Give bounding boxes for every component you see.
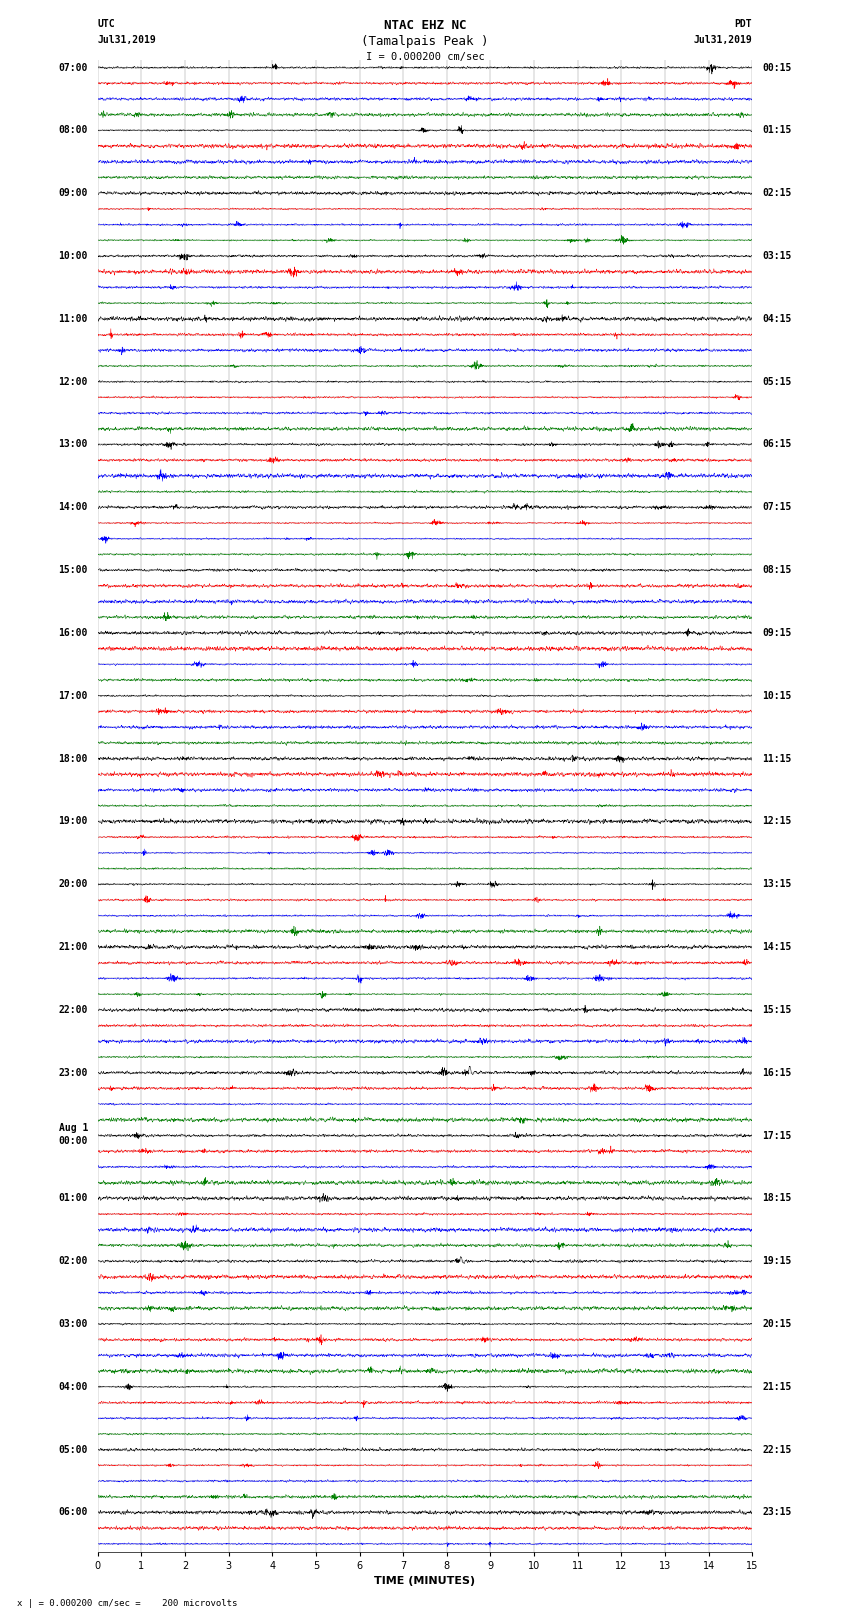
Text: 00:15: 00:15: [762, 63, 791, 73]
Text: 11:00: 11:00: [59, 315, 88, 324]
Text: 05:00: 05:00: [59, 1445, 88, 1455]
X-axis label: TIME (MINUTES): TIME (MINUTES): [375, 1576, 475, 1586]
Text: 06:15: 06:15: [762, 439, 791, 450]
Text: x | = 0.000200 cm/sec =    200 microvolts: x | = 0.000200 cm/sec = 200 microvolts: [17, 1598, 237, 1608]
Text: 22:00: 22:00: [59, 1005, 88, 1015]
Text: 19:00: 19:00: [59, 816, 88, 826]
Text: Jul31,2019: Jul31,2019: [98, 35, 156, 45]
Text: 08:15: 08:15: [762, 565, 791, 576]
Text: 17:00: 17:00: [59, 690, 88, 700]
Text: 21:15: 21:15: [762, 1382, 791, 1392]
Text: 16:15: 16:15: [762, 1068, 791, 1077]
Text: Aug 1: Aug 1: [59, 1123, 88, 1134]
Text: 20:00: 20:00: [59, 879, 88, 889]
Text: 23:00: 23:00: [59, 1068, 88, 1077]
Text: 05:15: 05:15: [762, 377, 791, 387]
Text: 09:15: 09:15: [762, 627, 791, 637]
Text: 11:15: 11:15: [762, 753, 791, 763]
Text: 06:00: 06:00: [59, 1508, 88, 1518]
Text: 13:15: 13:15: [762, 879, 791, 889]
Text: 12:15: 12:15: [762, 816, 791, 826]
Text: 07:00: 07:00: [59, 63, 88, 73]
Text: 01:15: 01:15: [762, 126, 791, 135]
Text: 01:00: 01:00: [59, 1194, 88, 1203]
Text: 16:00: 16:00: [59, 627, 88, 637]
Text: 23:15: 23:15: [762, 1508, 791, 1518]
Text: 10:00: 10:00: [59, 252, 88, 261]
Text: PDT: PDT: [734, 19, 752, 29]
Text: 18:00: 18:00: [59, 753, 88, 763]
Text: 21:00: 21:00: [59, 942, 88, 952]
Text: 14:15: 14:15: [762, 942, 791, 952]
Text: 22:15: 22:15: [762, 1445, 791, 1455]
Text: 18:15: 18:15: [762, 1194, 791, 1203]
Text: (Tamalpais Peak ): (Tamalpais Peak ): [361, 35, 489, 48]
Text: 03:15: 03:15: [762, 252, 791, 261]
Text: 12:00: 12:00: [59, 377, 88, 387]
Text: 09:00: 09:00: [59, 189, 88, 198]
Text: 02:00: 02:00: [59, 1257, 88, 1266]
Text: 20:15: 20:15: [762, 1319, 791, 1329]
Text: 03:00: 03:00: [59, 1319, 88, 1329]
Text: 19:15: 19:15: [762, 1257, 791, 1266]
Text: I = 0.000200 cm/sec: I = 0.000200 cm/sec: [366, 52, 484, 61]
Text: 15:00: 15:00: [59, 565, 88, 576]
Text: 08:00: 08:00: [59, 126, 88, 135]
Text: Jul31,2019: Jul31,2019: [694, 35, 752, 45]
Text: 04:15: 04:15: [762, 315, 791, 324]
Text: 10:15: 10:15: [762, 690, 791, 700]
Text: 13:00: 13:00: [59, 439, 88, 450]
Text: 15:15: 15:15: [762, 1005, 791, 1015]
Text: UTC: UTC: [98, 19, 116, 29]
Text: 04:00: 04:00: [59, 1382, 88, 1392]
Text: 02:15: 02:15: [762, 189, 791, 198]
Text: 07:15: 07:15: [762, 502, 791, 513]
Text: NTAC EHZ NC: NTAC EHZ NC: [383, 19, 467, 32]
Text: 17:15: 17:15: [762, 1131, 791, 1140]
Text: 00:00: 00:00: [59, 1136, 88, 1147]
Text: 14:00: 14:00: [59, 502, 88, 513]
